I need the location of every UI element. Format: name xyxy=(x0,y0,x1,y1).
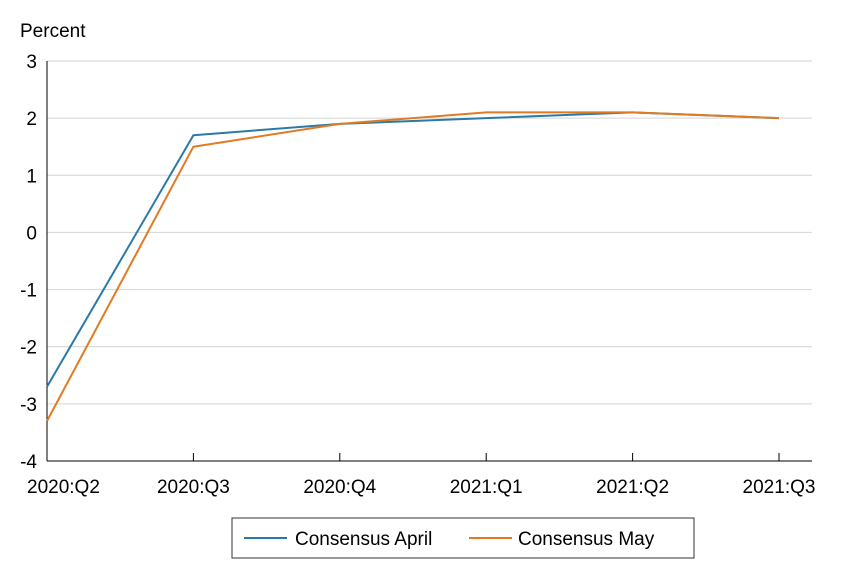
legend-label-consensus-may: Consensus May xyxy=(518,529,655,550)
y-tick-label: -3 xyxy=(20,395,37,416)
y-tick-label: -4 xyxy=(20,452,37,473)
x-tick-label: 2021:Q1 xyxy=(450,477,523,498)
legend: Consensus April Consensus May xyxy=(231,517,695,559)
y-tick-label: 2 xyxy=(26,109,37,130)
series-lines xyxy=(46,111,780,422)
x-tick-label: 2021:Q3 xyxy=(743,477,816,498)
x-tick-label: 2020:Q2 xyxy=(27,477,100,498)
axes xyxy=(46,61,812,462)
x-tick-label: 2021:Q2 xyxy=(596,477,669,498)
legend-label-consensus-april: Consensus April xyxy=(295,529,432,550)
x-tick-label: 2020:Q4 xyxy=(303,477,376,498)
series-line-consensus-april xyxy=(46,111,780,388)
y-axis-ticks: 3 2 1 0 -1 -2 -3 -4 xyxy=(20,52,37,473)
y-tick-label: -2 xyxy=(20,338,37,359)
legend-box xyxy=(231,517,695,559)
x-tick-label: 2020:Q3 xyxy=(157,477,230,498)
y-tick-label: -1 xyxy=(20,281,37,302)
y-axis-label: Percent xyxy=(20,21,86,42)
grid-lines xyxy=(47,60,812,405)
series-line-consensus-may xyxy=(46,111,780,422)
y-tick-label: 3 xyxy=(26,52,37,73)
x-axis-ticks: 2020:Q2 2020:Q3 2020:Q4 2021:Q1 2021:Q2 2021:… xyxy=(27,453,815,498)
y-tick-label: 1 xyxy=(26,166,37,187)
y-tick-label: 0 xyxy=(26,223,37,244)
